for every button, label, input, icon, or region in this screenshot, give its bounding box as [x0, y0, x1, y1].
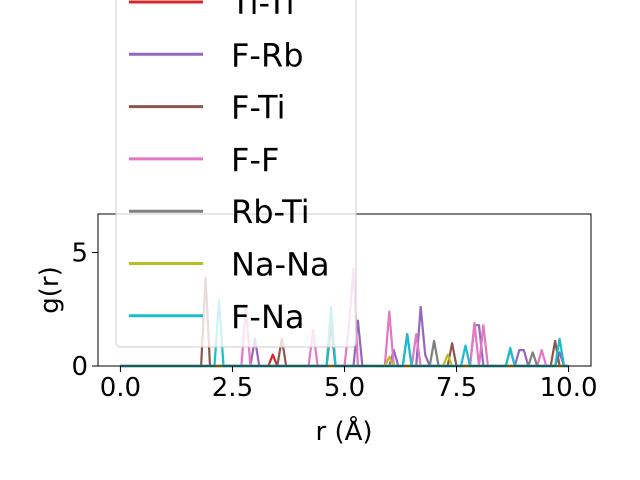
x-tick-label: 2.5	[212, 373, 253, 403]
legend-label: Na-Na	[231, 246, 330, 284]
legend-label: Rb-Ti	[231, 193, 310, 231]
x-tick-label: 5.0	[324, 373, 365, 403]
legend: Ti-Ti F-Rb F-Ti F-F Rb-Ti Na-Na F-Na	[115, 0, 357, 348]
legend-items: Ti-Ti F-Rb F-Ti F-F Rb-Ti Na-Na F-Na	[129, 0, 330, 336]
legend-label: F-Na	[231, 298, 305, 336]
legend-label: F-Rb	[231, 36, 304, 74]
x-axis-label: r (Å)	[315, 415, 372, 447]
legend-label: F-Ti	[231, 89, 285, 127]
legend-box	[115, 0, 357, 348]
series-line-f-rb	[120, 305, 569, 368]
y-axis-label: g(r)	[35, 266, 65, 313]
x-tick-label: 0.0	[100, 373, 141, 403]
x-tick-label: 10.0	[540, 373, 598, 403]
y-ticks: 05	[71, 239, 98, 382]
x-ticks: 0.0 2.5 5.0 7.5 10.0	[100, 366, 598, 403]
legend-label: Ti-Ti	[230, 0, 295, 22]
x-tick-label: 7.5	[436, 373, 477, 403]
y-tick-label: 0	[71, 352, 88, 382]
y-tick-label: 5	[71, 239, 88, 269]
legend-label: F-F	[231, 141, 279, 179]
